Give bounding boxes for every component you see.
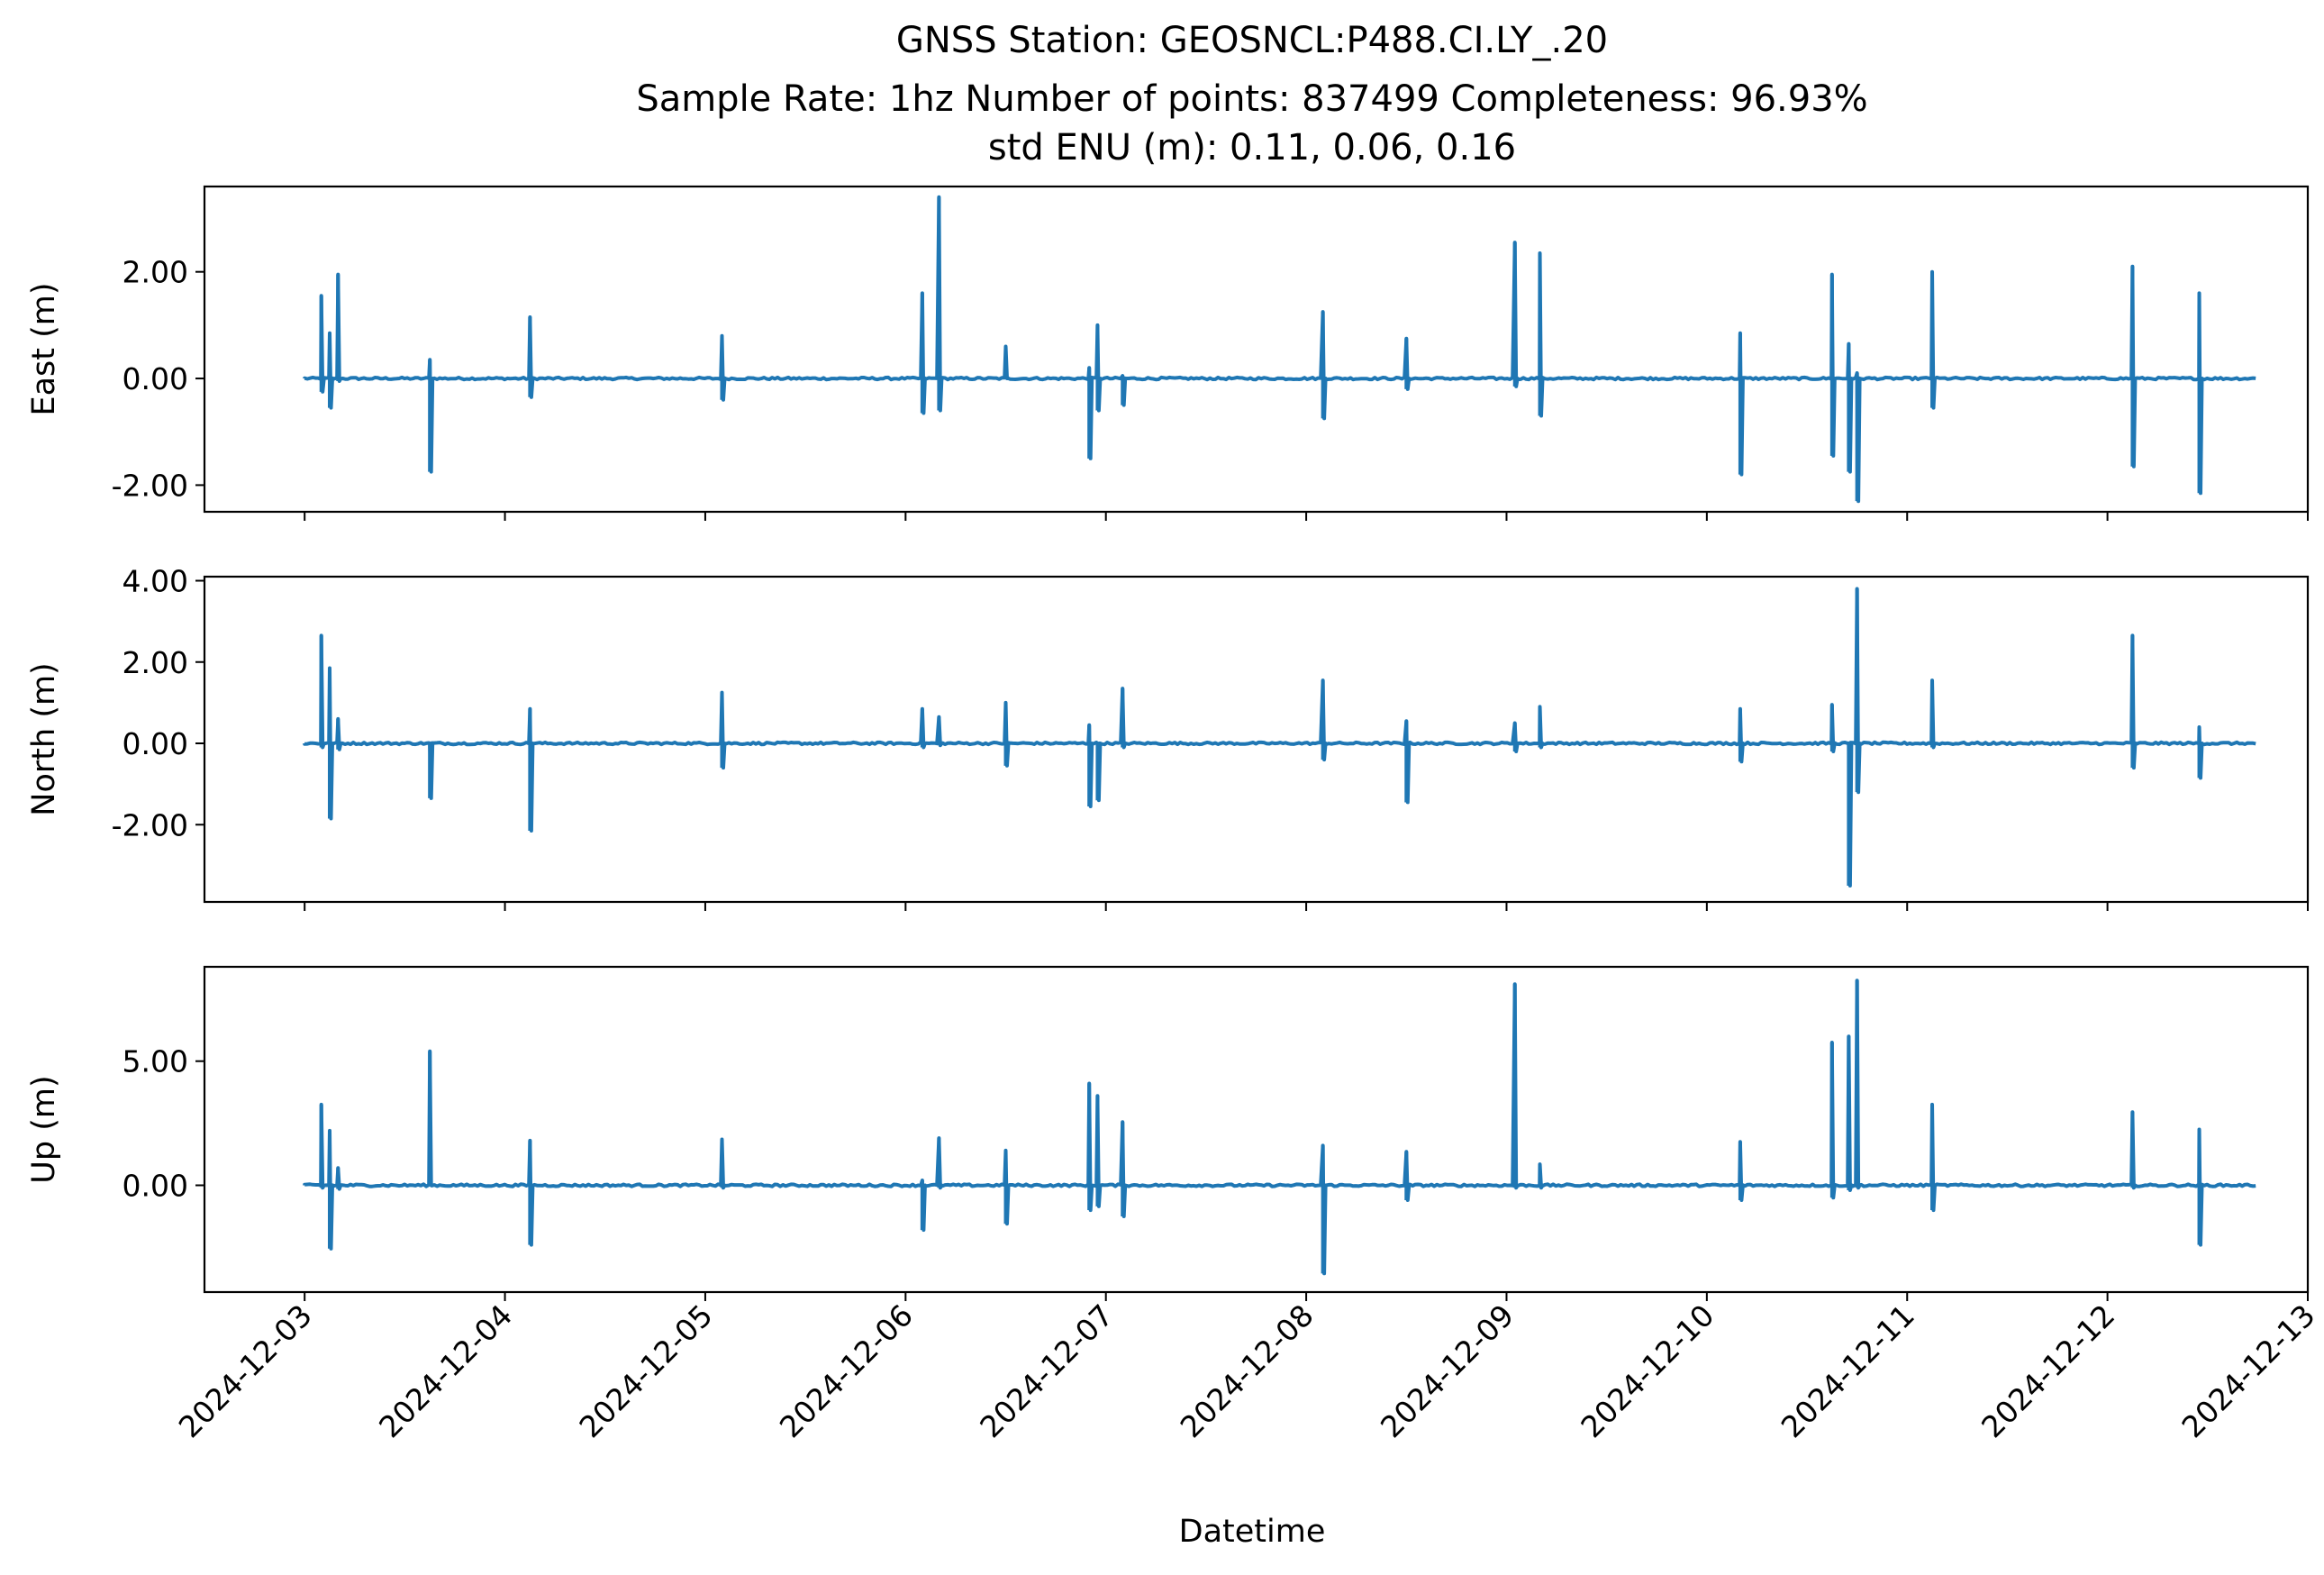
y-axis-label: East (m) — [26, 282, 62, 415]
title-line-sample-info: Sample Rate: 1hz Number of points: 83749… — [636, 78, 1867, 120]
y-tick-label: -2.00 — [112, 468, 188, 503]
title-line-station: GNSS Station: GEOSNCL:P488.CI.LY_.20 — [896, 20, 1608, 61]
subplot-east: -2.00 0.00 2.00 East (m) — [26, 185, 2310, 521]
axes-frame — [203, 575, 2310, 904]
y-tick-label: 4.00 — [123, 564, 188, 599]
x-axis-label: Datetime — [1179, 1514, 1326, 1550]
y-tick-label: 0.00 — [123, 1169, 188, 1204]
series-line — [303, 979, 2256, 1276]
y-tick-label: 5.00 — [123, 1044, 188, 1079]
y-tick-label: -2.00 — [112, 807, 188, 842]
series-line — [303, 587, 2256, 888]
y-tick-label: 0.00 — [123, 726, 188, 761]
y-axis-label: North (m) — [26, 662, 62, 815]
title-line-std-enu: std ENU (m): 0.11, 0.06, 0.16 — [988, 127, 1516, 168]
y-tick-label: 2.00 — [123, 255, 188, 290]
series-line — [303, 195, 2256, 504]
y-axis-label: Up (m) — [26, 1075, 62, 1183]
axes-frame — [203, 965, 2310, 1294]
subplot-north: -2.00 0.00 2.00 4.00 North (m) — [26, 564, 2310, 911]
y-tick-label: 0.00 — [123, 361, 188, 396]
figure-title: GNSS Station: GEOSNCL:P488.CI.LY_.20 Sam… — [636, 20, 1867, 168]
y-tick-label: 2.00 — [123, 645, 188, 680]
axes-frame — [203, 185, 2310, 514]
